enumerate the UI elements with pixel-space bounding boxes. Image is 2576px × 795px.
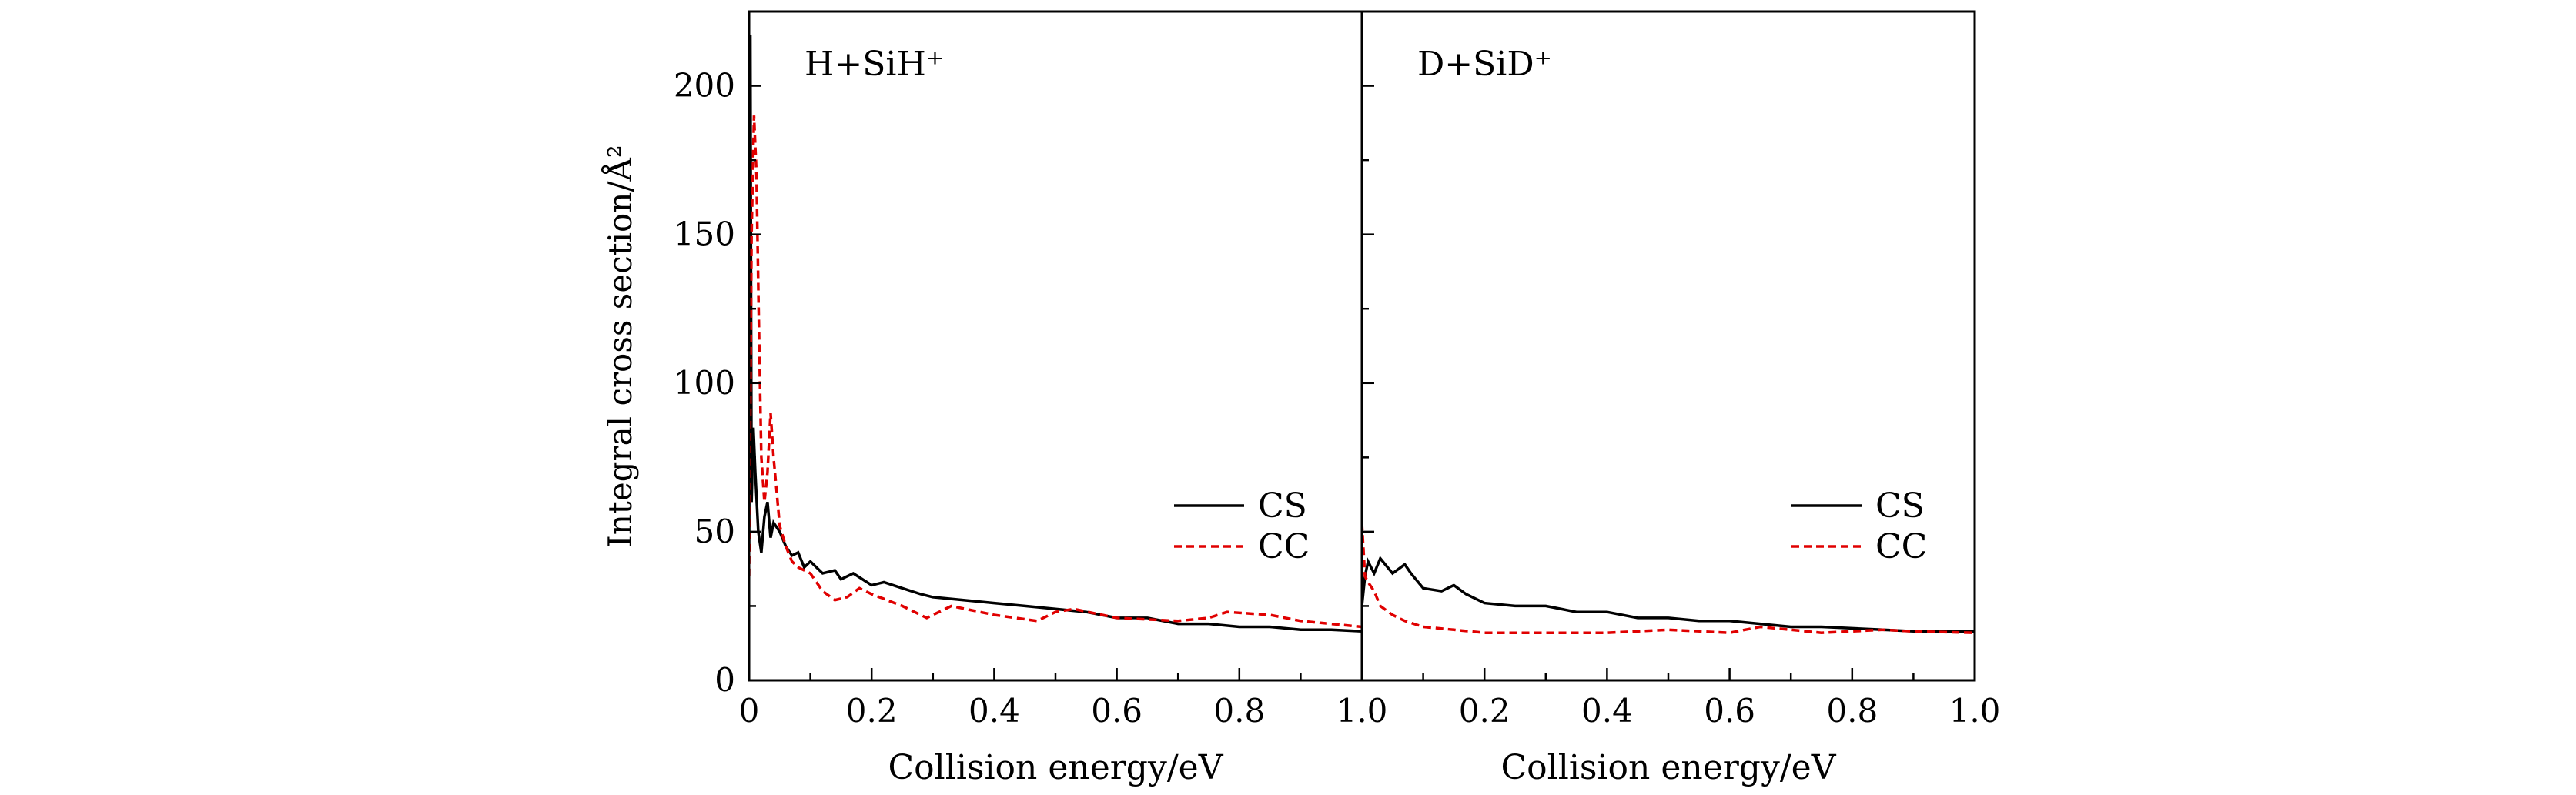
legend-label-cs: CS bbox=[1258, 486, 1307, 526]
x-tick-label: 0.4 bbox=[1581, 692, 1633, 730]
x-axis-label: Collision energy/eV bbox=[888, 748, 1224, 787]
y-tick-label: 200 bbox=[674, 67, 735, 105]
x-tick-label: 0 bbox=[739, 692, 760, 730]
y-tick-label: 150 bbox=[674, 215, 735, 253]
x-tick-label: 0.6 bbox=[1091, 692, 1142, 730]
y-axis-label: Integral cross section/Å² bbox=[601, 145, 639, 547]
x-tick-label: 0.2 bbox=[846, 692, 898, 730]
x-tick-label: 1.0 bbox=[1337, 692, 1388, 730]
panel-title: H+SiH⁺ bbox=[805, 45, 944, 84]
series-line-cc bbox=[1362, 523, 1975, 634]
plot-frame bbox=[1360, 10, 1976, 682]
x-tick-label: 0.8 bbox=[1826, 692, 1878, 730]
panel-title: D+SiD⁺ bbox=[1417, 45, 1552, 84]
x-tick-label: 1.0 bbox=[1949, 692, 2001, 730]
y-tick-label: 50 bbox=[694, 513, 735, 550]
legend-label-cc: CC bbox=[1875, 527, 1927, 566]
series-line-cs bbox=[1362, 556, 1975, 633]
x-tick-label: 0.8 bbox=[1213, 692, 1265, 730]
x-tick-label: 0.6 bbox=[1704, 692, 1755, 730]
legend-label-cc: CC bbox=[1258, 527, 1310, 566]
x-tick-label: 0.4 bbox=[969, 692, 1020, 730]
legend-label-cs: CS bbox=[1875, 486, 1925, 526]
y-tick-label: 0 bbox=[714, 661, 735, 699]
x-tick-label: 0.2 bbox=[1459, 692, 1510, 730]
y-tick-label: 100 bbox=[674, 364, 735, 402]
x-axis-label: Collision energy/eV bbox=[1501, 748, 1837, 787]
